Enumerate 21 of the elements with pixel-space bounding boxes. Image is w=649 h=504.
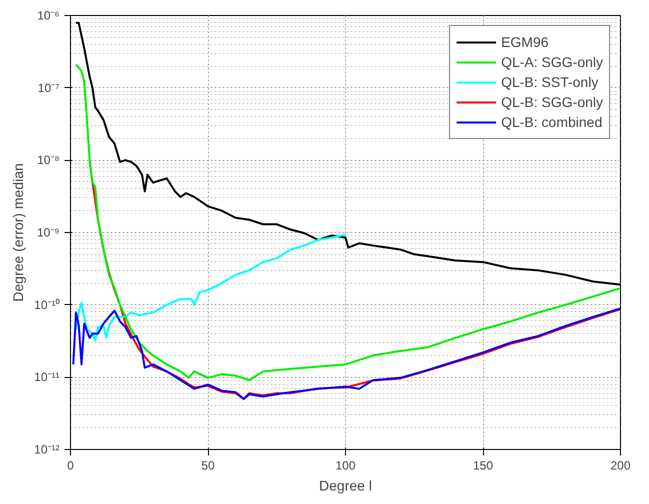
- legend-label: QL-B: combined: [501, 114, 602, 130]
- y-tick-label: 10⁻¹¹: [34, 370, 60, 384]
- x-tick-label: 50: [201, 458, 215, 472]
- x-tick-label: 100: [335, 458, 356, 472]
- x-tick-label: 150: [472, 458, 494, 472]
- x-axis-title: Degree l: [319, 478, 372, 494]
- line-series: [72, 307, 620, 400]
- y-tick-label: 10⁻¹²: [34, 442, 60, 456]
- y-tick-label: 10⁻⁷: [38, 80, 60, 95]
- line-series: [75, 234, 346, 342]
- y-tick-label: 10⁻⁶: [37, 8, 60, 22]
- y-tick-label: 10⁻¹⁰: [34, 298, 60, 312]
- y-tick-label: 10⁻⁹: [37, 226, 60, 240]
- y-tick-label: 10⁻⁸: [37, 153, 60, 168]
- y-axis-title: Degree (error) median: [10, 163, 26, 302]
- x-tick-label: 200: [610, 458, 631, 472]
- legend-label: QL-B: SGG-only: [501, 94, 603, 110]
- legend-label: QL-A: SGG-only: [501, 54, 603, 70]
- legend-label: QL-B: SST-only: [501, 74, 598, 90]
- legend-label: EGM96: [501, 34, 549, 50]
- x-tick-label: 0: [67, 458, 74, 472]
